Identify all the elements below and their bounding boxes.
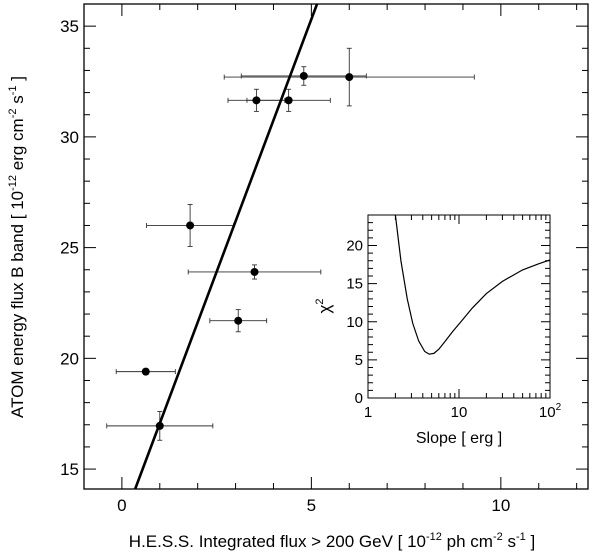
- main-x-tick-label: 10: [491, 496, 510, 515]
- inset-x-tick-label: 102: [539, 402, 562, 421]
- inset-y-axis-title: χ2: [314, 298, 334, 313]
- main-fit-line: [133, 3, 319, 490]
- inset-axis-ticks: [367, 215, 551, 399]
- main-axis-ticks: [83, 4, 588, 489]
- inset-y-tick-label: 10: [346, 314, 363, 331]
- inset-y-tick-labels: 0 5 10 15 20: [346, 238, 363, 408]
- main-plot-frame: [83, 3, 589, 490]
- main-x-axis-title: H.E.S.S. Integrated flux > 200 GeV [ 10-…: [129, 531, 535, 551]
- main-data-point: [345, 73, 354, 82]
- main-data-point: [141, 367, 150, 376]
- main-data-point: [250, 267, 259, 276]
- main-data-point: [155, 421, 164, 430]
- main-y-tick-label: 20: [60, 349, 79, 368]
- inset-x-tick-labels: 1 10 102: [364, 402, 562, 421]
- inset-y-tick-label: 15: [346, 276, 363, 293]
- inset-y-tick-label: 5: [355, 352, 363, 369]
- main-data-point: [252, 96, 261, 105]
- inset-y-tick-label: 0: [355, 390, 363, 407]
- main-data-point: [186, 221, 195, 230]
- main-x-tick-label: 5: [307, 496, 316, 515]
- main-x-tick-labels: 0 5 10: [117, 496, 510, 515]
- main-fit-line-group: [133, 3, 319, 490]
- main-y-axis-title: ATOM energy flux B band [ 10-12 erg cm-2…: [7, 76, 27, 418]
- inset-y-tick-label: 20: [346, 238, 363, 255]
- inset-x-axis-title: Slope [ erg ]: [416, 430, 502, 447]
- main-y-tick-label: 30: [60, 128, 79, 147]
- main-y-tick-labels: 15 20 25 30 35: [60, 17, 79, 479]
- main-data-point: [299, 71, 308, 80]
- inset-x-tick-label: 10: [451, 404, 468, 421]
- main-y-tick-label: 15: [60, 460, 79, 479]
- main-data-points: [141, 71, 354, 430]
- main-x-tick-label: 0: [117, 496, 126, 515]
- inset-x-tick-label: 1: [364, 404, 372, 421]
- inset-chi2-curve: [394, 214, 551, 355]
- main-data-point: [234, 316, 243, 325]
- main-y-tick-label: 35: [60, 17, 79, 36]
- main-y-tick-label: 25: [60, 239, 79, 258]
- main-data-point: [284, 96, 293, 105]
- inset-plot-frame: [367, 214, 551, 399]
